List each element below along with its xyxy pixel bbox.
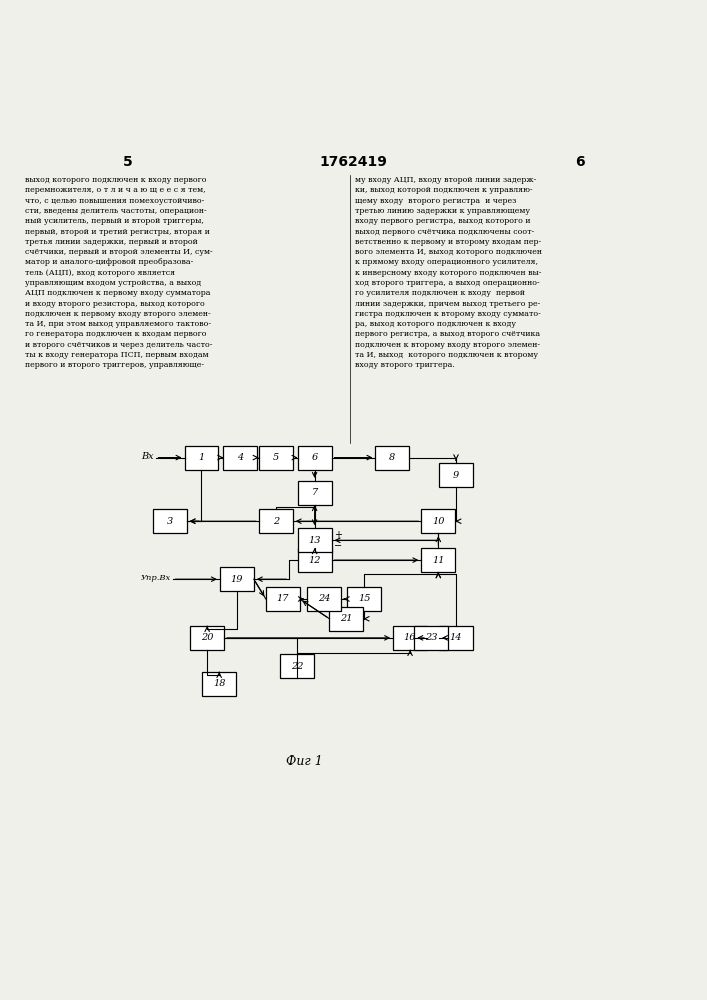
Text: 19: 19 <box>230 575 243 584</box>
FancyBboxPatch shape <box>220 567 254 591</box>
Text: 2: 2 <box>273 517 279 526</box>
Text: 4: 4 <box>238 453 243 462</box>
Text: 18: 18 <box>213 679 226 688</box>
Text: 6: 6 <box>575 155 585 169</box>
Text: 9: 9 <box>453 471 459 480</box>
FancyBboxPatch shape <box>414 626 448 650</box>
Text: 20: 20 <box>201 633 214 642</box>
Text: 10: 10 <box>432 517 445 526</box>
FancyBboxPatch shape <box>347 587 381 611</box>
Text: 7: 7 <box>312 488 317 497</box>
Text: 12: 12 <box>308 556 321 565</box>
FancyBboxPatch shape <box>298 528 332 552</box>
Text: 11: 11 <box>432 556 445 565</box>
Text: 5: 5 <box>122 155 132 169</box>
Text: 14: 14 <box>450 633 462 642</box>
Text: 24: 24 <box>317 594 330 603</box>
FancyBboxPatch shape <box>266 587 300 611</box>
FancyBboxPatch shape <box>393 626 427 650</box>
FancyBboxPatch shape <box>307 587 341 611</box>
FancyBboxPatch shape <box>280 654 314 678</box>
Text: 15: 15 <box>358 594 370 603</box>
FancyBboxPatch shape <box>185 446 218 470</box>
FancyBboxPatch shape <box>223 446 257 470</box>
Text: 22: 22 <box>291 662 303 671</box>
FancyBboxPatch shape <box>202 672 236 696</box>
Text: 5: 5 <box>273 453 279 462</box>
FancyBboxPatch shape <box>153 509 187 533</box>
Text: 16: 16 <box>404 633 416 642</box>
Text: му входу АЦП, входу второй линии задерж-
ки, выход которой подключен к управляю-: му входу АЦП, входу второй линии задерж-… <box>355 176 542 369</box>
Text: 13: 13 <box>308 536 321 545</box>
Text: +: + <box>334 530 342 540</box>
FancyBboxPatch shape <box>439 626 473 650</box>
Text: Упр.Вх: Упр.Вх <box>141 574 171 582</box>
FancyBboxPatch shape <box>439 463 473 487</box>
Text: 1762419: 1762419 <box>320 155 387 169</box>
FancyBboxPatch shape <box>259 446 293 470</box>
FancyBboxPatch shape <box>298 548 332 572</box>
FancyBboxPatch shape <box>298 446 332 470</box>
Text: −: − <box>334 541 342 551</box>
FancyBboxPatch shape <box>421 548 455 572</box>
Text: 6: 6 <box>312 453 317 462</box>
Text: Фиг 1: Фиг 1 <box>286 755 322 768</box>
Text: 1: 1 <box>199 453 204 462</box>
Text: 23: 23 <box>425 633 438 642</box>
FancyBboxPatch shape <box>298 481 332 505</box>
Text: 3: 3 <box>167 517 173 526</box>
FancyBboxPatch shape <box>259 509 293 533</box>
FancyBboxPatch shape <box>421 509 455 533</box>
Text: 21: 21 <box>340 614 353 623</box>
FancyBboxPatch shape <box>329 607 363 631</box>
Text: 8: 8 <box>390 453 395 462</box>
Text: выход которого подключен к входу первого
перемножителя, о т л и ч а ю щ е е с я : выход которого подключен к входу первого… <box>25 176 212 369</box>
FancyBboxPatch shape <box>190 626 224 650</box>
FancyBboxPatch shape <box>375 446 409 470</box>
Text: 17: 17 <box>276 594 289 603</box>
Text: Вх: Вх <box>141 452 154 461</box>
